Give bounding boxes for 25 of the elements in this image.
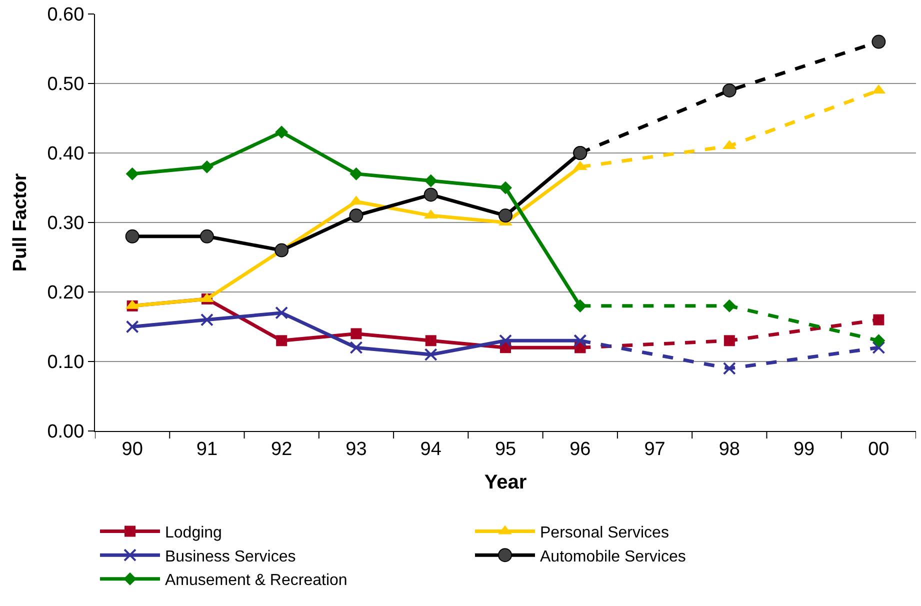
legend-label: Personal Services — [540, 524, 669, 542]
x-tick-label: 98 — [718, 438, 740, 460]
legend-label: Business Services — [165, 548, 296, 566]
y-axis-title: Pull Factor — [10, 172, 32, 272]
x-tick-label: 99 — [793, 438, 815, 460]
y-tick-label: 0.60 — [47, 4, 84, 26]
x-tick-label: 94 — [420, 438, 442, 460]
x-tick-label: 97 — [644, 438, 666, 460]
y-tick-label: 0.50 — [47, 74, 84, 96]
y-tick-label: 0.40 — [47, 144, 84, 165]
x-axis-title: Year — [484, 471, 527, 494]
x-tick-label: 93 — [346, 438, 367, 460]
x-tick-label: 91 — [196, 438, 218, 460]
x-tick-label: 00 — [868, 438, 890, 460]
x-tick-label: 92 — [271, 438, 292, 460]
y-tick-label: 0.30 — [47, 213, 84, 234]
x-tick-label: 95 — [494, 438, 516, 460]
y-tick-label: 0.10 — [47, 352, 84, 374]
legend-label: Lodging — [165, 524, 222, 542]
legend-label: Amusement & Recreation — [165, 572, 348, 590]
y-tick-label: 0.20 — [47, 282, 84, 304]
y-tick-label: 0.00 — [47, 422, 84, 443]
x-tick-label: 96 — [570, 438, 591, 460]
legend-label: Automobile Services — [540, 548, 686, 566]
x-tick-label: 90 — [122, 438, 143, 460]
